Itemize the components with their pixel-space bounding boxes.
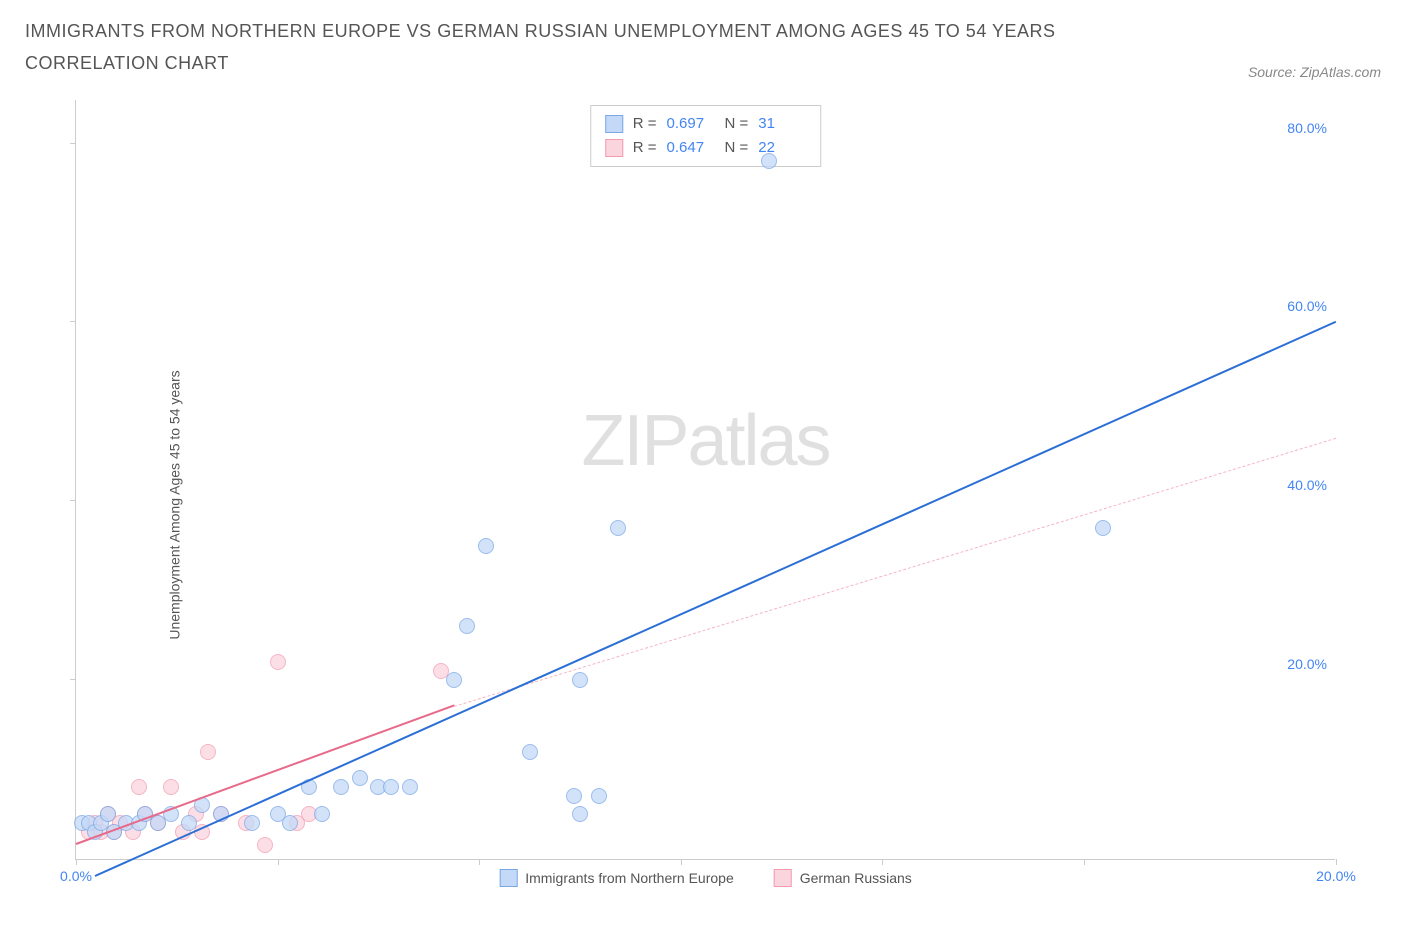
x-axis-legend: Immigrants from Northern Europe German R… (499, 869, 912, 887)
data-point (572, 672, 588, 688)
y-tick-mark (70, 321, 76, 322)
data-point (522, 744, 538, 760)
trend-line (94, 320, 1336, 876)
data-point (352, 770, 368, 786)
stats-r-value: 0.697 (667, 112, 715, 136)
chart-area: Unemployment Among Ages 45 to 54 years Z… (25, 90, 1381, 920)
stats-r-label: R = (633, 112, 657, 136)
legend-label-series1: Immigrants from Northern Europe (525, 870, 734, 886)
source-attribution: Source: ZipAtlas.com (1248, 64, 1381, 80)
watermark: ZIPatlas (581, 400, 829, 482)
data-point (244, 815, 260, 831)
x-tick-mark (479, 859, 480, 865)
data-point (100, 806, 116, 822)
data-point (163, 779, 179, 795)
data-point (282, 815, 298, 831)
data-point (610, 520, 626, 536)
data-point (200, 744, 216, 760)
data-point (270, 654, 286, 670)
y-tick-label: 80.0% (1287, 120, 1327, 136)
stats-swatch (605, 115, 623, 133)
data-point (478, 538, 494, 554)
stats-row: R = 0.697 N = 31 (605, 112, 807, 136)
data-point (402, 779, 418, 795)
data-point (314, 806, 330, 822)
y-tick-label: 60.0% (1287, 298, 1327, 314)
stats-r-label: R = (633, 136, 657, 160)
data-point (181, 815, 197, 831)
legend-item-series2: German Russians (774, 869, 912, 887)
x-tick-mark (76, 859, 77, 865)
stats-n-label: N = (725, 136, 749, 160)
x-tick-mark (681, 859, 682, 865)
y-tick-label: 40.0% (1287, 477, 1327, 493)
legend-item-series1: Immigrants from Northern Europe (499, 869, 734, 887)
trend-line (76, 705, 455, 845)
y-tick-mark (70, 143, 76, 144)
stats-r-value: 0.647 (667, 136, 715, 160)
data-point (131, 779, 147, 795)
x-tick-label: 20.0% (1316, 868, 1356, 884)
x-tick-mark (1336, 859, 1337, 865)
plot-region: ZIPatlas R =0.697N =31R =0.647N =22 Immi… (75, 100, 1335, 860)
legend-label-series2: German Russians (800, 870, 912, 886)
y-tick-mark (70, 679, 76, 680)
x-tick-label: 0.0% (60, 868, 92, 884)
data-point (566, 788, 582, 804)
data-point (591, 788, 607, 804)
data-point (383, 779, 399, 795)
data-point (333, 779, 349, 795)
data-point (572, 806, 588, 822)
x-tick-mark (882, 859, 883, 865)
data-point (1095, 520, 1111, 536)
data-point (761, 153, 777, 169)
x-tick-mark (1084, 859, 1085, 865)
stats-swatch (605, 139, 623, 157)
data-point (257, 837, 273, 853)
y-tick-label: 20.0% (1287, 656, 1327, 672)
legend-swatch-pink (774, 869, 792, 887)
stats-n-value: 31 (758, 112, 806, 136)
stats-n-label: N = (725, 112, 749, 136)
data-point (459, 618, 475, 634)
chart-title: IMMIGRANTS FROM NORTHERN EUROPE VS GERMA… (25, 15, 1125, 80)
y-tick-mark (70, 500, 76, 501)
x-tick-mark (278, 859, 279, 865)
legend-swatch-blue (499, 869, 517, 887)
data-point (446, 672, 462, 688)
stats-legend-box: R =0.697N =31R =0.647N =22 (590, 105, 822, 167)
stats-row: R =0.647N =22 (605, 136, 807, 160)
trend-line (454, 438, 1336, 707)
